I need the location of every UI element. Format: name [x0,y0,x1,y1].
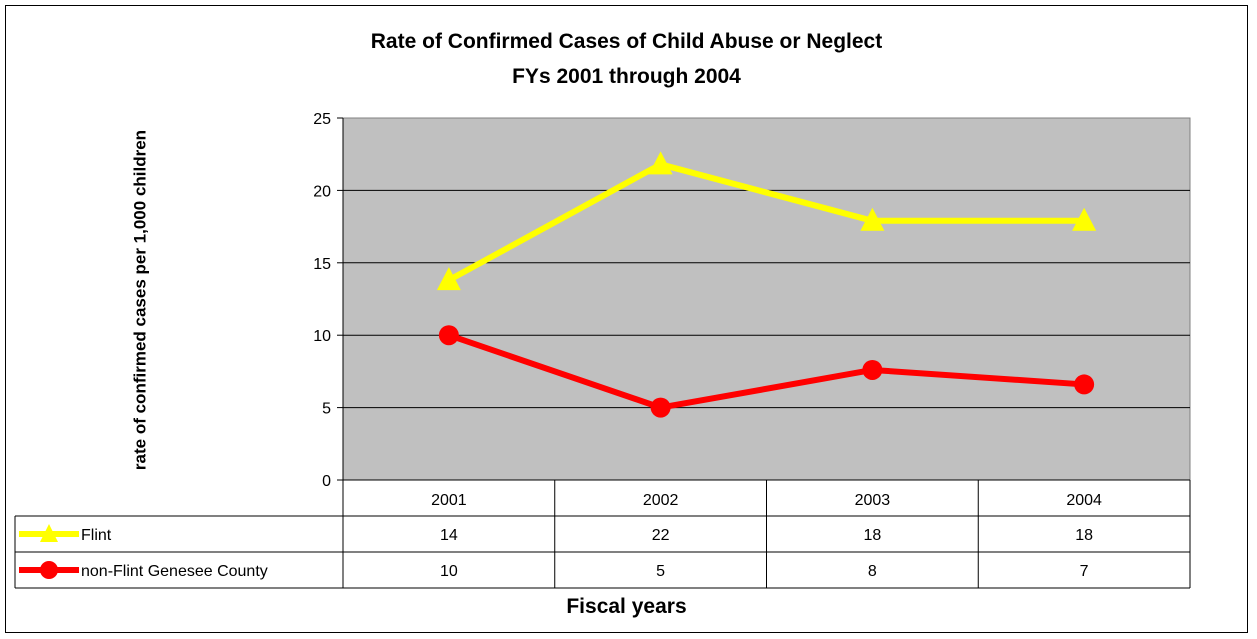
table-cell-value: 22 [652,527,670,544]
data-point [436,267,461,291]
y-tick-label: 5 [322,401,331,418]
series-line [447,332,1085,411]
x-tick-label: 2003 [855,492,891,509]
table-cell-value: 7 [1080,563,1089,580]
table-cell-value: 8 [868,563,877,580]
table-cell-value: 10 [440,563,458,580]
legend-key-marker [40,561,58,579]
data-point [1074,374,1095,395]
plot-area [342,117,1191,481]
data-point [648,151,673,175]
data-point [862,359,883,380]
data-point [860,207,885,231]
legend-label: Flint [81,527,112,544]
y-tick-label: 20 [313,183,331,200]
x-tick-label: 2001 [431,492,467,509]
x-tick-label: 2004 [1066,492,1102,509]
table-cell-value: 18 [1075,527,1093,544]
legend-label: non-Flint Genesee County [81,563,268,580]
table-cell-value: 5 [656,563,665,580]
chart-subtitle: FYs 2001 through 2004 [512,65,741,88]
data-point [1072,207,1097,231]
y-tick-label: 25 [313,111,331,128]
data-point [650,397,671,418]
chart-title: Rate of Confirmed Cases of Child Abuse o… [370,30,883,53]
table-cell-value: 14 [440,527,458,544]
x-axis-label: Fiscal years [566,595,687,618]
table-cell-value: 18 [863,527,881,544]
data-point [438,325,459,346]
x-tick-label: 2002 [643,492,679,509]
y-tick-label: 15 [313,256,331,273]
series-line [447,161,1085,283]
legend-key-marker [40,524,58,542]
y-tick-label: 0 [322,473,331,490]
y-tick-label: 10 [313,328,331,345]
